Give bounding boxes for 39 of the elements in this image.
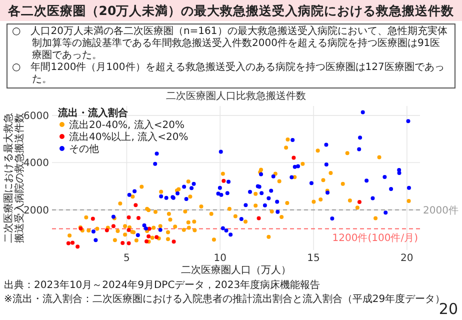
point [126,228,131,232]
point [256,216,261,220]
point [357,200,362,204]
text: ○ 人口20万人未満の各二次医療圏（n=161）の最大救急搬送受入病院において、急性期充実体制加算等の施設基準である年間救急搬送受入件数2000件を超える病院を持つ医療圏は91医療圏であった。 [12,25,448,61]
x-tick-label: 15 [307,253,320,264]
ref-line-label: 1200件(100件/月) [332,232,418,244]
text: 20 [438,300,458,318]
y-tick-label: 6000 [24,110,49,122]
point [126,241,131,246]
point [120,241,125,246]
point [104,228,109,232]
chart-title: 各二次医療圏（20万人未満）の最大救急搬送受入病院における救急搬送件数 [6,3,456,18]
y-axis-title: 二次医療圏における最大救急搬送受入病院の救急搬送件数 [2,113,26,243]
point [136,216,140,220]
x-tick-label: 5 [124,253,130,264]
legend-label: 流出20-40%, 流入<20% [69,119,185,131]
y-tick-label: 2000 [24,205,49,216]
y-tick-label: 4000 [24,158,49,170]
point [126,215,131,220]
point [146,234,151,238]
point [90,216,95,221]
x-tick-label: 10 [214,253,226,264]
point [111,224,116,228]
legend-label: 流出40%以上, 流入<20% [69,131,188,143]
point [66,241,70,246]
point [134,203,138,208]
ref-line-label: 2000件 [423,205,458,216]
point [222,178,226,183]
source-note: 出典：2023年10月～2024年9月DPCデータ，2023年度病床機能報告 [4,279,320,291]
point [172,240,176,244]
x-tick-label: 20 [400,253,414,264]
x-axis-title: 二次医療圏人口（万人） [181,264,291,276]
text: ○ 年間1200件（月100件）を超える救急搬送受入のある病院を持つ医療圏は127医療圏であった。 [12,61,444,85]
point [76,244,80,249]
chart-subtitle: 二次医療圏人口比救急搬送件数 [166,90,306,102]
legend-label: その他 [69,143,99,155]
legend-title: 流出・流入割合 [57,107,129,119]
point [292,156,296,160]
point [70,240,75,245]
